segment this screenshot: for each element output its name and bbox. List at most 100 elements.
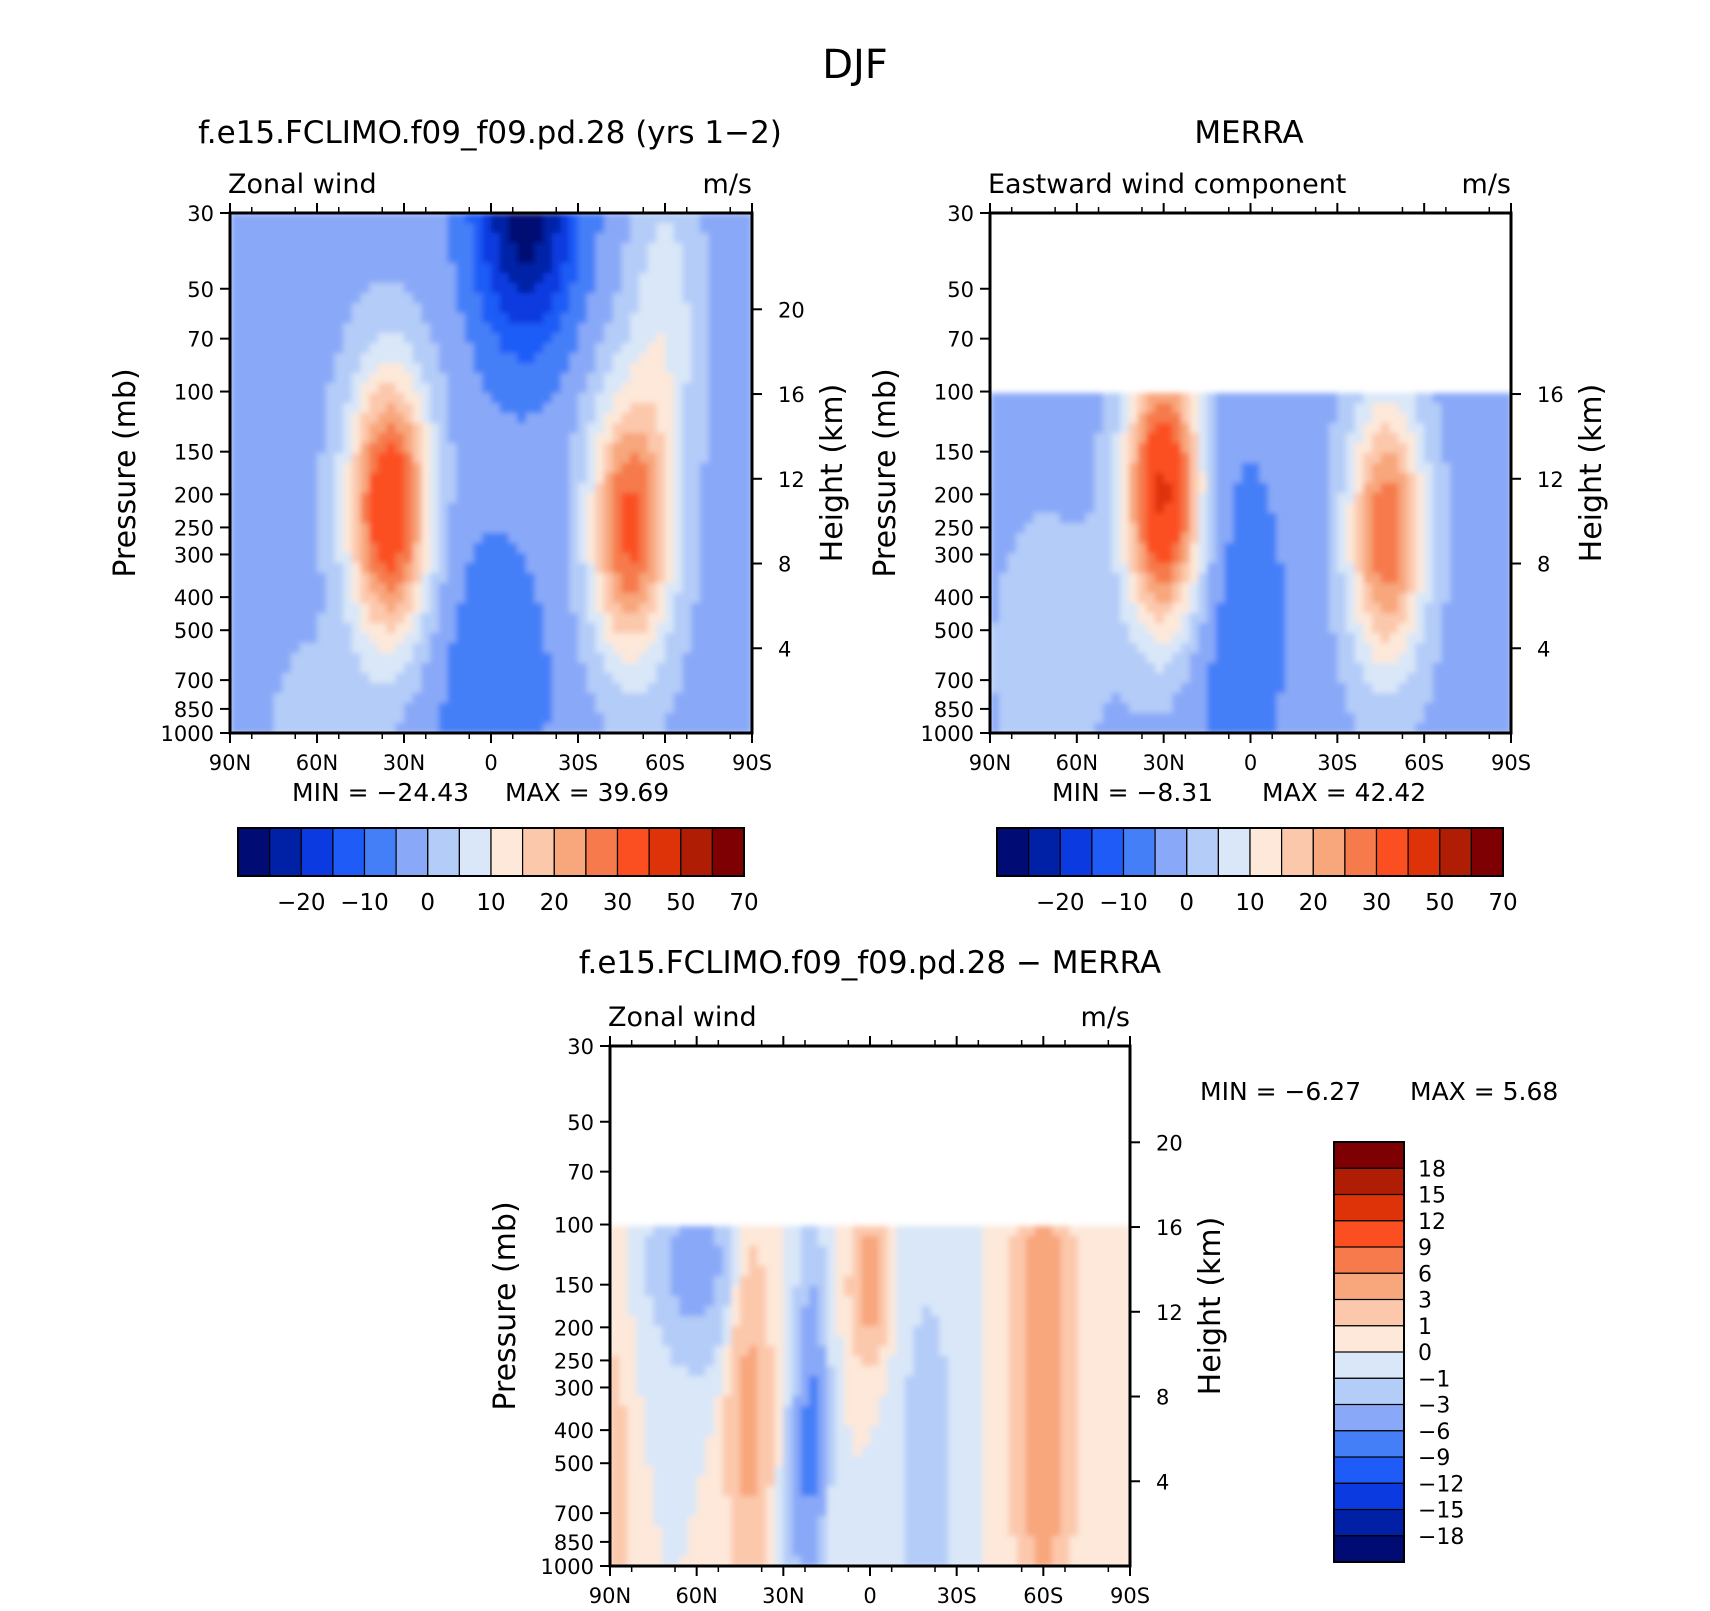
contour-cell bbox=[491, 703, 501, 714]
contour-cell bbox=[395, 403, 405, 414]
contour-cell bbox=[404, 273, 414, 284]
contour-cell bbox=[1424, 393, 1434, 404]
contour-cell bbox=[1181, 633, 1191, 644]
contour-cell bbox=[360, 533, 370, 544]
contour-cell bbox=[569, 363, 579, 374]
contour-cell bbox=[734, 443, 745, 454]
contour-cell bbox=[325, 363, 336, 374]
contour-cell bbox=[717, 513, 727, 524]
contour-cell bbox=[586, 453, 597, 464]
contour-cell bbox=[430, 573, 440, 584]
contour-cell bbox=[290, 643, 301, 654]
contour-cell bbox=[586, 273, 597, 284]
contour-cell bbox=[612, 693, 623, 704]
contour-cell bbox=[682, 643, 692, 654]
contour-cell bbox=[682, 713, 692, 724]
contour-cell bbox=[369, 643, 379, 654]
contour-cell bbox=[708, 233, 718, 244]
contour-cell bbox=[1224, 563, 1234, 574]
contour-cell bbox=[621, 663, 631, 674]
contour-cell bbox=[595, 283, 605, 294]
contour-cell bbox=[990, 483, 1000, 494]
contour-cell bbox=[1207, 503, 1217, 514]
contour-cell bbox=[699, 273, 710, 284]
contour-cell bbox=[717, 313, 727, 324]
contour-cell bbox=[386, 233, 397, 244]
contour-cell bbox=[1389, 473, 1399, 484]
contour-cell bbox=[1033, 533, 1043, 544]
contour-cell bbox=[412, 613, 423, 624]
contour-cell bbox=[534, 243, 544, 254]
contour-cell bbox=[1493, 503, 1504, 514]
contour-cell bbox=[273, 473, 283, 484]
contour-cell bbox=[1016, 423, 1026, 434]
contour-cell bbox=[517, 423, 527, 434]
contour-cell bbox=[412, 403, 423, 414]
contour-cell bbox=[1181, 483, 1191, 494]
contour-cell bbox=[586, 343, 597, 354]
contour-cell bbox=[351, 233, 362, 244]
contour-cell bbox=[551, 613, 562, 624]
contour-cell bbox=[351, 683, 362, 694]
contour-cell bbox=[725, 643, 736, 654]
contour-cell bbox=[421, 363, 431, 374]
contour-cell bbox=[412, 683, 423, 694]
contour-cell bbox=[1432, 673, 1443, 684]
contour-cell bbox=[673, 503, 684, 514]
contour-cell bbox=[586, 473, 597, 484]
contour-cell bbox=[1215, 603, 1226, 614]
contour-cell bbox=[273, 613, 283, 624]
contour-cell bbox=[299, 633, 310, 644]
contour-cell bbox=[430, 383, 440, 394]
contour-cell bbox=[1033, 613, 1043, 624]
contour-cell bbox=[569, 633, 579, 644]
contour-cell bbox=[586, 623, 597, 634]
contour-cell bbox=[1137, 493, 1148, 504]
contour-cell bbox=[1389, 603, 1399, 614]
contour-cell bbox=[264, 713, 275, 724]
contour-cell bbox=[343, 443, 353, 454]
contour-cell bbox=[360, 693, 370, 704]
contour-cell bbox=[734, 723, 745, 733]
contour-cell bbox=[612, 603, 623, 614]
contour-cell bbox=[734, 643, 745, 654]
contour-cell bbox=[1241, 503, 1252, 514]
contour-cell bbox=[1033, 403, 1043, 414]
contour-cell bbox=[1380, 603, 1391, 614]
contour-cell bbox=[734, 573, 745, 584]
contour-cell bbox=[569, 693, 579, 704]
contour-cell bbox=[1050, 683, 1061, 694]
contour-cell bbox=[1076, 463, 1087, 474]
contour-cell bbox=[604, 523, 614, 534]
contour-cell bbox=[1441, 433, 1451, 444]
contour-cell bbox=[1007, 593, 1017, 604]
y-tick-label: 50 bbox=[187, 278, 214, 302]
contour-cell bbox=[482, 533, 492, 544]
contour-cell bbox=[1059, 603, 1069, 614]
contour-cell bbox=[308, 233, 318, 244]
contour-cell bbox=[1207, 413, 1217, 424]
contour-cell bbox=[569, 613, 579, 624]
contour-cell bbox=[656, 623, 666, 634]
contour-cell bbox=[699, 643, 710, 654]
contour-cell bbox=[1111, 613, 1122, 624]
contour-cell bbox=[578, 503, 588, 514]
contour-cell bbox=[282, 723, 292, 733]
contour-cell bbox=[1458, 493, 1469, 504]
contour-cell bbox=[638, 583, 649, 594]
contour-cell bbox=[673, 443, 684, 454]
contour-cell bbox=[1085, 483, 1095, 494]
contour-cell bbox=[665, 473, 675, 484]
contour-cell bbox=[586, 553, 597, 564]
contour-cell bbox=[290, 603, 301, 614]
contour-cell bbox=[1432, 483, 1443, 494]
contour-cell bbox=[586, 433, 597, 444]
contour-cell bbox=[543, 283, 553, 294]
contour-cell bbox=[290, 223, 301, 234]
contour-cell bbox=[1033, 653, 1043, 664]
contour-cell bbox=[998, 503, 1009, 514]
contour-cell bbox=[586, 593, 597, 604]
contour-cell bbox=[351, 653, 362, 664]
contour-cell bbox=[560, 293, 571, 304]
contour-cell bbox=[447, 373, 457, 384]
